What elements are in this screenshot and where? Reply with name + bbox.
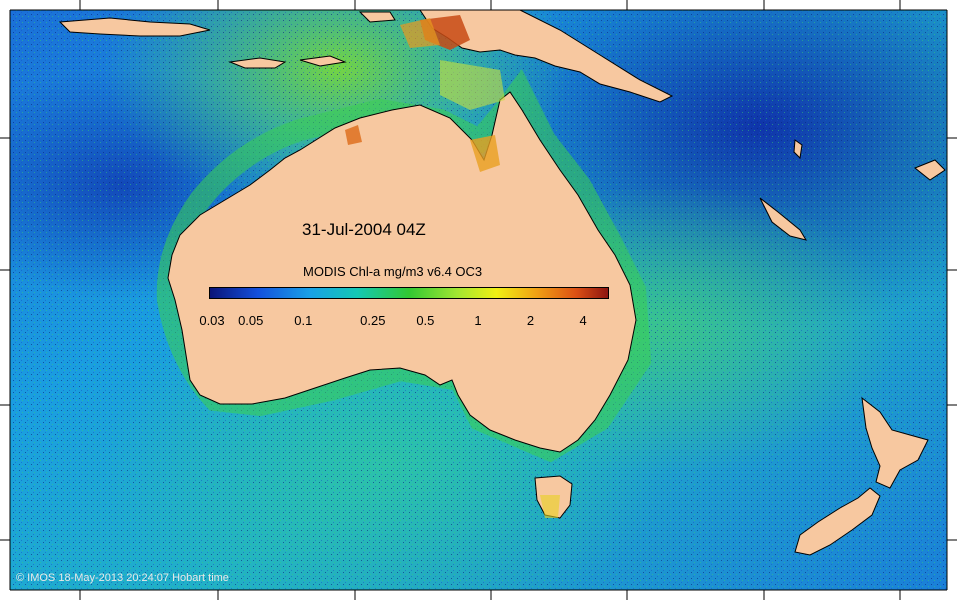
colorbar-tick-label: 2 xyxy=(526,313,535,328)
indonesia-islands xyxy=(58,17,211,37)
australia-land xyxy=(167,91,637,453)
coastal-bloom xyxy=(345,15,560,518)
nz-south-island xyxy=(794,487,881,556)
colorbar-tick-label: 4 xyxy=(579,313,587,328)
colorbar-tick-label: 1 xyxy=(474,313,482,328)
colorbar-tick-label: 0.5 xyxy=(416,313,435,328)
colorbar-tick-label: 0.03 xyxy=(199,313,225,328)
new-caledonia xyxy=(759,197,808,241)
nz-north-island xyxy=(861,396,929,489)
colorbar-tick-label: 0.05 xyxy=(238,313,264,328)
colorbar-tick-label: 0.1 xyxy=(294,313,313,328)
date-label: 31-Jul-2004 04Z xyxy=(302,220,426,239)
copyright-text: © IMOS 18-May-2013 20:24:07 Hobart time xyxy=(16,572,229,584)
colorbar xyxy=(209,287,609,299)
new-guinea-land xyxy=(419,9,674,103)
colorbar-tick-label: 0.25 xyxy=(360,313,386,328)
colorbar-title: MODIS Chl-a mg/m3 v6.4 OC3 xyxy=(303,264,483,279)
